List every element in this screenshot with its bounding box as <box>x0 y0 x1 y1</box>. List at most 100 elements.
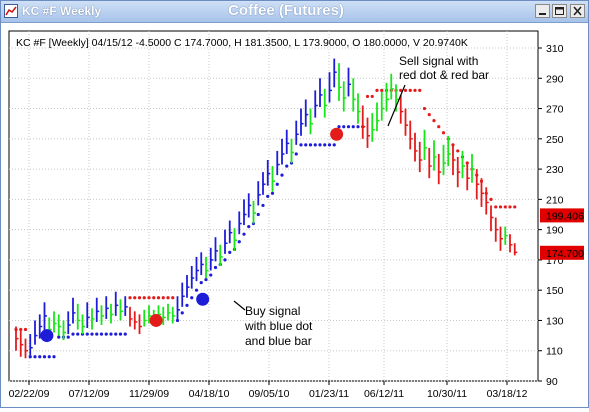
price-bar <box>200 252 204 276</box>
x-tick-label: 06/12/11 <box>364 388 404 400</box>
price-bar <box>409 120 413 150</box>
stop-dot <box>118 332 123 336</box>
price-bar <box>366 117 370 148</box>
price-bar <box>418 141 423 173</box>
price-bar <box>390 73 394 100</box>
price-bar <box>95 297 100 322</box>
price-bar <box>494 217 499 242</box>
stop-dot <box>199 281 203 285</box>
price-bar <box>442 144 446 176</box>
price-bar <box>380 91 385 121</box>
stop-dot <box>209 273 213 277</box>
maximize-button[interactable] <box>552 4 567 18</box>
maximize-icon <box>555 7 564 15</box>
price-bar <box>43 302 47 333</box>
stop-dot <box>351 125 355 129</box>
price-bar <box>205 256 209 279</box>
stop-dot <box>204 277 208 282</box>
price-bar <box>195 256 199 282</box>
stop-dot <box>413 88 417 92</box>
grid-lines <box>9 31 538 382</box>
y-tick-label: 110 <box>546 346 563 358</box>
y-tick-label: 150 <box>546 285 564 297</box>
price-bar <box>143 309 147 327</box>
price-bar <box>404 108 408 136</box>
price-bar <box>376 102 380 132</box>
stop-dot <box>498 205 503 209</box>
stop-dot <box>456 149 460 153</box>
stop-dot <box>190 296 194 300</box>
price-bar <box>266 160 271 186</box>
stop-dot <box>147 296 151 300</box>
stop-dot <box>166 296 170 300</box>
stop-dot <box>99 332 104 336</box>
price-marker-label: 174.700 <box>546 248 584 260</box>
stop-dot <box>508 205 512 209</box>
x-tick-label: 10/30/11 <box>427 388 467 400</box>
price-bar <box>414 132 418 162</box>
price-bar <box>238 211 242 235</box>
stop-dot <box>270 191 275 195</box>
price-bar <box>38 314 43 339</box>
stop-dot <box>261 203 265 208</box>
sell-annotation-arrow <box>387 84 406 127</box>
price-bar <box>300 108 304 136</box>
price-marker-label: 199.406 <box>546 210 584 222</box>
price-bar <box>333 58 337 88</box>
price-bar <box>148 305 152 324</box>
price-bar <box>371 113 375 142</box>
minimize-button[interactable] <box>535 4 550 18</box>
y-tick-label: 250 <box>546 134 564 146</box>
price-bar <box>133 311 138 330</box>
stop-dot <box>432 119 436 123</box>
stop-dot <box>494 205 498 209</box>
stop-dot <box>19 327 23 332</box>
y-tick-label: 90 <box>546 376 558 388</box>
stop-dot <box>280 173 284 177</box>
stop-dot <box>114 332 118 336</box>
stop-dot <box>294 152 298 156</box>
stop-dot <box>28 355 32 359</box>
buy-annotation-arrow <box>233 300 246 311</box>
stop-dot <box>275 182 279 186</box>
price-bar <box>314 90 318 118</box>
stop-dot <box>156 296 161 300</box>
signal-circle <box>40 329 54 343</box>
stop-dot <box>38 355 42 359</box>
app-icon[interactable] <box>4 4 18 18</box>
price-bar <box>295 120 299 145</box>
stop-dot <box>175 318 180 323</box>
price-bar <box>167 303 171 321</box>
y-tick-label: 210 <box>546 194 564 206</box>
stop-dot <box>427 113 431 117</box>
window-chart-title: Coffee (Futures) <box>228 2 344 19</box>
price-bar <box>247 193 252 218</box>
price-bar <box>480 178 484 207</box>
close-button[interactable] <box>570 4 585 18</box>
chart-area[interactable]: 90 110 130 150 170 190 210 230 250 270 290 310 02/2… <box>1 23 588 407</box>
y-tick-label: 270 <box>546 104 564 116</box>
price-bar <box>138 314 142 335</box>
stop-dot <box>85 332 89 336</box>
price-bar <box>176 296 180 319</box>
x-tick-label: 03/18/12 <box>487 388 528 400</box>
stop-dot <box>76 332 80 336</box>
stop-dot <box>161 296 165 300</box>
price-bar <box>513 243 518 256</box>
price-bar <box>171 306 176 324</box>
stop-dot <box>133 296 137 300</box>
price-bar <box>323 88 328 118</box>
stop-dot <box>318 143 322 147</box>
price-bar <box>228 220 233 244</box>
price-bar <box>186 275 190 298</box>
price-bar <box>34 320 38 345</box>
window-symbol-title: KC #F Weekly <box>22 4 102 18</box>
price-bar <box>357 93 361 124</box>
price-bar <box>276 150 280 176</box>
price-bar <box>53 311 57 333</box>
sell-annotation-line-2: red dot & red bar <box>399 68 489 82</box>
price-bar <box>76 303 81 330</box>
stop-dot <box>242 232 246 236</box>
